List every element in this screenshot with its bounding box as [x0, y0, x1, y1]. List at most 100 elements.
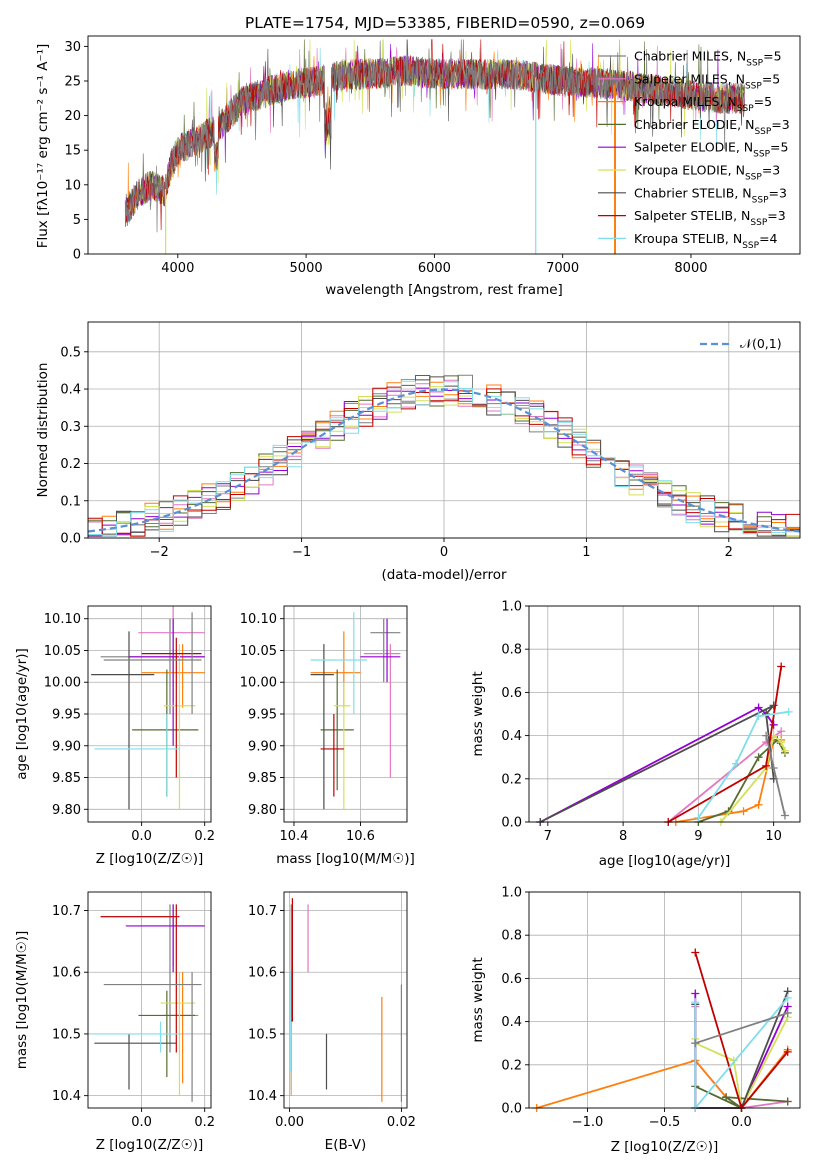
y-tick-label: 0.8 [501, 643, 522, 658]
x-tick-label: 0.0 [131, 829, 152, 844]
weight-marker [694, 813, 703, 822]
y-tick-label: 0.4 [60, 383, 81, 398]
y-axis-label: mass [log10(M/M☉)] [14, 931, 30, 1070]
y-tick-label: 0.2 [501, 772, 522, 787]
x-tick-label: −1 [292, 545, 311, 560]
y-tick-label: 0.0 [60, 532, 81, 547]
y-tick-label: 0.6 [501, 972, 522, 987]
x-tick-label: −1.0 [572, 1115, 604, 1130]
histogram-series-5 [88, 386, 800, 537]
legend-label: Kroupa STELIB, NSSP=4 [634, 231, 778, 251]
histogram-series-8 [88, 380, 800, 537]
weight-marker [691, 948, 700, 957]
weight-marker [769, 701, 778, 710]
y-tick-label: 10.5 [52, 1027, 81, 1042]
x-tick-label: 6000 [418, 261, 451, 276]
weight-series-7 [697, 710, 789, 819]
y-tick-label: 0.1 [60, 494, 81, 509]
x-tick-label: 0.2 [194, 829, 215, 844]
x-axis-label: Z [log10(Z/Z☉)] [96, 1137, 204, 1153]
x-tick-label: 10 [765, 829, 782, 844]
legend-label: Salpeter ELODIE, NSSP=5 [634, 140, 788, 160]
x-axis-label: wavelength [Angstrom, rest frame] [325, 282, 563, 298]
weight-marker [754, 703, 763, 712]
x-axis-label: age [log10(age/yr)] [599, 853, 731, 869]
y-tick-label: 25 [64, 74, 81, 89]
plot-layer: 4000 5000 6000 7000 8000051015202530waveleng… [14, 35, 801, 1155]
weight-marker [783, 1008, 792, 1017]
y-tick-label: 10.05 [44, 644, 81, 659]
y-tick-label: 10.7 [52, 904, 81, 919]
x-tick-label: −0.5 [649, 1115, 681, 1130]
axes-frame [87, 605, 212, 823]
x-tick-label: 10.4 [279, 829, 308, 844]
y-axis-label: Normed distribution [35, 363, 51, 498]
x-tick-label: 0.0 [731, 1115, 752, 1130]
y-tick-label: 0.2 [501, 1058, 522, 1073]
y-tick-label: 0.0 [501, 1102, 522, 1117]
axes-frame [87, 321, 801, 539]
weight-marker [722, 1093, 731, 1102]
x-tick-label: 0.0 [131, 1115, 152, 1130]
x-axis-label: E(B-V) [325, 1137, 367, 1153]
y-tick-label: 0.8 [501, 929, 522, 944]
weight-series-8 [695, 1012, 788, 1045]
y-tick-label: 10.10 [44, 612, 81, 627]
y-tick-label: 10.4 [52, 1089, 81, 1104]
x-tick-label: 7 [544, 829, 552, 844]
x-tick-label: 4000 [161, 261, 194, 276]
y-axis-label: mass weight [470, 957, 486, 1042]
weight-marker [783, 1047, 792, 1056]
x-tick-label: 9 [694, 829, 702, 844]
x-tick-label: 5000 [290, 261, 323, 276]
y-axis-label: age [log10(age/yr)] [14, 648, 30, 780]
legend-label: Salpeter STELIB, NSSP=3 [634, 208, 786, 228]
weight-marker [732, 759, 741, 768]
x-tick-label: 8000 [674, 261, 707, 276]
weight-marker [754, 712, 763, 721]
histogram-series-7 [88, 386, 800, 537]
axes-age_vs_mass: 10.4 10.6 9.80 9.85 9.90 9.95 10.00 10.05 10.10 m… [240, 605, 415, 867]
legend-label: Chabrier ELODIE, NSSP=3 [634, 117, 790, 137]
y-tick-label: 9.95 [52, 708, 81, 723]
y-tick-label: 10.00 [44, 676, 81, 691]
x-tick-label: 0.00 [275, 1115, 304, 1130]
weight-marker [780, 746, 789, 755]
y-tick-label: 9.95 [248, 708, 277, 723]
weight-marker [762, 731, 771, 740]
spectrum-series-0 [124, 39, 745, 233]
axes-frame [87, 891, 212, 1109]
weight-marker [783, 993, 792, 1002]
x-tick-label: −2 [150, 545, 169, 560]
axes-spectrum: 4000 5000 6000 7000 8000 0 5 10 15 20 25 30 waveleng… [35, 35, 801, 298]
axes-mass_vs_Z: 0.0 0.2 10.4 10.5 10.6 10.7 Z [log10(Z/Z☉)] mas… [14, 891, 215, 1153]
weight-marker [691, 998, 700, 1007]
y-tick-label: 0.4 [501, 1015, 522, 1030]
weight-marker [780, 811, 789, 820]
weight-marker [784, 707, 793, 716]
x-tick-label: 1 [582, 545, 590, 560]
y-tick-label: 0.6 [501, 686, 522, 701]
y-tick-label: 20 [64, 109, 81, 124]
legend-label: Kroupa ELODIE, NSSP=3 [634, 163, 780, 183]
axes-mass_vs_EBV: 0.00 0.02 10.4 10.5 10.6 10.7 E(B-V) [248, 891, 416, 1153]
legend-label: Kroupa MILES, NSSP=5 [634, 94, 772, 114]
y-tick-label: 9.90 [52, 739, 81, 754]
axes-frame [87, 35, 801, 255]
y-tick-label: 9.90 [248, 739, 277, 754]
legend-label: Chabrier STELIB, NSSP=3 [634, 185, 787, 205]
weight-marker [754, 800, 763, 809]
normal-curve [87, 388, 801, 533]
y-tick-label: 10.4 [248, 1089, 277, 1104]
axes-frame [283, 605, 408, 823]
weight-marker [783, 1097, 792, 1106]
axes-weight_vs_age: 7 8 9 10 0.0 0.2 0.4 0.6 0.8 1.0 age [log10(age/yr… [470, 600, 801, 869]
axes-frame [528, 605, 801, 823]
y-tick-label: 10.00 [240, 676, 277, 691]
y-tick-label: 1.0 [501, 886, 522, 901]
x-axis-label: mass [log10(M/M☉)] [276, 851, 415, 867]
y-tick-label: 9.80 [248, 803, 277, 818]
y-tick-label: 10.5 [248, 1027, 277, 1042]
x-tick-label: 7000 [546, 261, 579, 276]
